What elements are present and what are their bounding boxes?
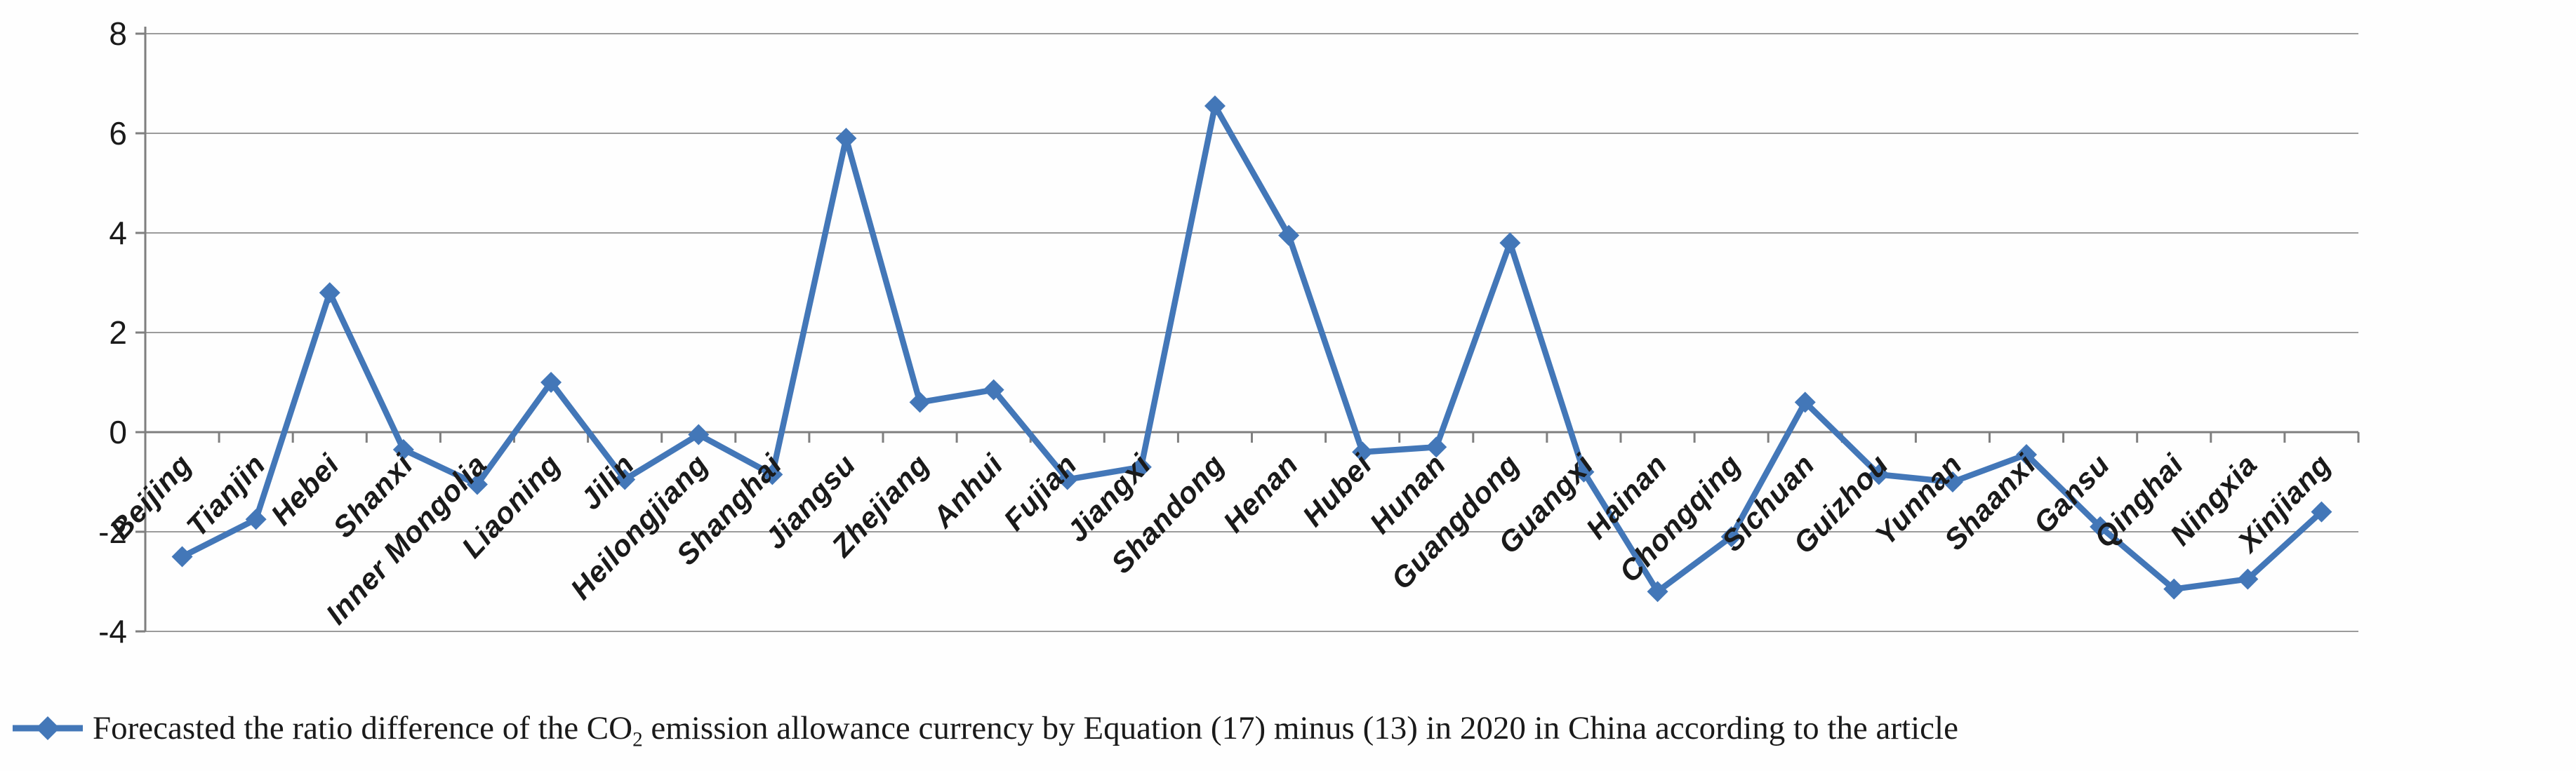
data-point-sichuan [1794, 391, 1816, 413]
data-point-fujian [1056, 469, 1078, 490]
data-point-guangdong [1499, 232, 1521, 254]
data-point-xinjiang [2311, 501, 2332, 523]
data-point-chongqing [1720, 526, 1742, 548]
data-point-gansu [2090, 516, 2111, 537]
data-point-guangxi [1573, 461, 1595, 483]
data-point-hunan [1426, 436, 1447, 458]
y-axis-label-2: 2 [109, 314, 127, 351]
data-point-jilin [614, 469, 636, 490]
legend-label-subscript: 2 [632, 728, 643, 751]
y-axis-label-6: 6 [109, 115, 127, 152]
x-axis-label-tianjin: Tianjin [180, 448, 272, 543]
y-axis-label-4: 4 [109, 215, 127, 251]
x-axis-label-guangdong: Guangdong [1385, 448, 1526, 596]
legend-label: Forecasted the ratio difference of the C… [93, 709, 1958, 750]
data-point-hubei [1352, 441, 1374, 463]
data-point-shandong [1204, 95, 1226, 116]
y-axis-label-0: 0 [109, 414, 127, 450]
legend: Forecasted the ratio difference of the C… [11, 697, 2569, 760]
data-point-hainan [1647, 581, 1668, 603]
data-point-beijing [171, 546, 193, 568]
data-point-liaoning [540, 372, 562, 393]
data-point-jiangxi [1130, 456, 1152, 478]
data-point-jiangsu [835, 128, 857, 149]
data-point-shanxi [392, 438, 414, 460]
y-axis-label--2: -2 [98, 514, 127, 550]
data-point-shaanxi [2016, 443, 2038, 465]
data-point-ningxia [2237, 568, 2259, 590]
data-point-qinghai [2163, 578, 2185, 600]
data-point-yunnan [1941, 471, 1963, 492]
data-point-heilongjiang [688, 424, 710, 445]
legend-diamond-marker [36, 716, 60, 740]
series-line [179, 102, 2325, 595]
x-axis-label-beijing: Beijing [103, 448, 198, 546]
y-axis-label--4: -4 [98, 613, 127, 650]
x-axis-label-anhui: Anhui [926, 448, 1010, 535]
data-point-zhejiang [909, 391, 931, 413]
data-point-hebei [319, 282, 340, 304]
y-axis-label-8: 8 [109, 15, 127, 52]
data-point-anhui [983, 379, 1004, 401]
data-point-henan [1278, 224, 1300, 246]
data-point-tianjin [245, 509, 267, 530]
legend-label-part1: Forecasted the ratio difference of the C… [93, 710, 633, 746]
line-chart-plot: 86420-2-4BeijingTianjinHebeiShanxiInner … [98, 15, 2360, 650]
data-point-inner-mongolia [466, 474, 488, 495]
data-point-guizhou [1868, 464, 1890, 485]
legend-label-part2: emission allowance currency by Equation … [642, 710, 1958, 746]
x-axis-label-henan: Henan [1216, 448, 1304, 539]
legend-line-marker-icon [13, 716, 83, 740]
data-point-shanghai [762, 464, 783, 485]
